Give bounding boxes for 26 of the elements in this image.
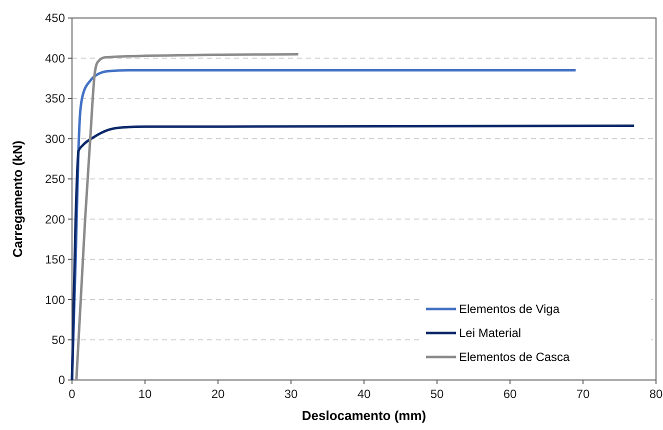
x-tick-label: 70 xyxy=(576,387,590,401)
x-tick-label: 60 xyxy=(503,387,517,401)
y-tick-label: 250 xyxy=(44,172,66,186)
y-tick-label: 400 xyxy=(44,51,66,66)
line-series xyxy=(75,52,300,382)
x-tick-label: 50 xyxy=(430,387,444,401)
y-tick-label: 450 xyxy=(44,11,66,26)
y-tick-label: 50 xyxy=(52,332,66,347)
y-tick-label: 150 xyxy=(44,252,66,267)
x-tick-label: 10 xyxy=(138,387,152,401)
y-tick-label: 300 xyxy=(44,132,66,146)
y-axis-title: Carregamento (kN) xyxy=(10,140,25,258)
x-tick-label: 20 xyxy=(211,387,225,401)
x-axis-title: Deslocamento (mm) xyxy=(302,408,426,423)
y-tick-label: 100 xyxy=(44,292,66,307)
legend-label: Lei Material xyxy=(459,326,522,340)
legend-label: Elementos de Viga xyxy=(459,302,560,316)
legend-label: Elementos de Casca xyxy=(459,350,570,364)
y-tick-label: 0 xyxy=(58,373,66,388)
line-series xyxy=(70,124,636,382)
x-tick-label: 80 xyxy=(649,387,663,401)
x-tick-label: 40 xyxy=(357,387,371,401)
x-tick-label: 30 xyxy=(284,387,298,401)
x-tick-label: 0 xyxy=(68,387,76,401)
y-tick-label: 350 xyxy=(44,92,66,106)
y-tick-label: 200 xyxy=(44,212,66,226)
